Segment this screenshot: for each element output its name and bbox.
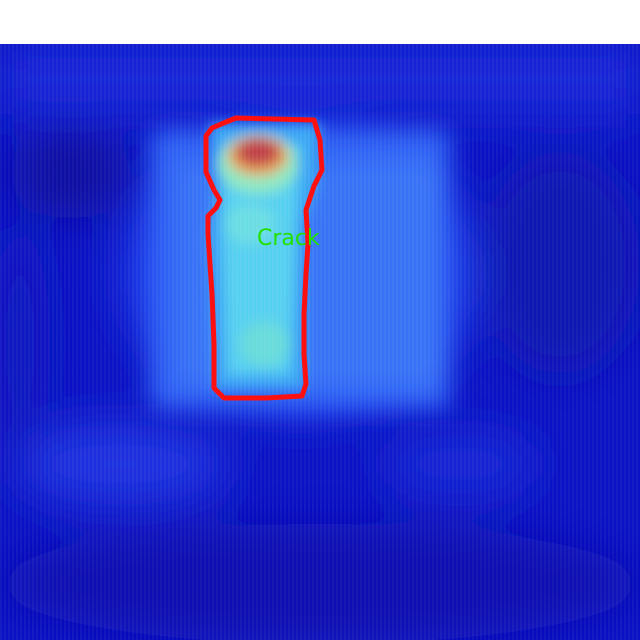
crack-label: Crack <box>257 226 320 251</box>
top-white-strip <box>0 0 640 44</box>
crack-outline <box>203 115 325 401</box>
heatmap-svg <box>0 44 640 640</box>
thermal-heatmap <box>0 44 640 640</box>
